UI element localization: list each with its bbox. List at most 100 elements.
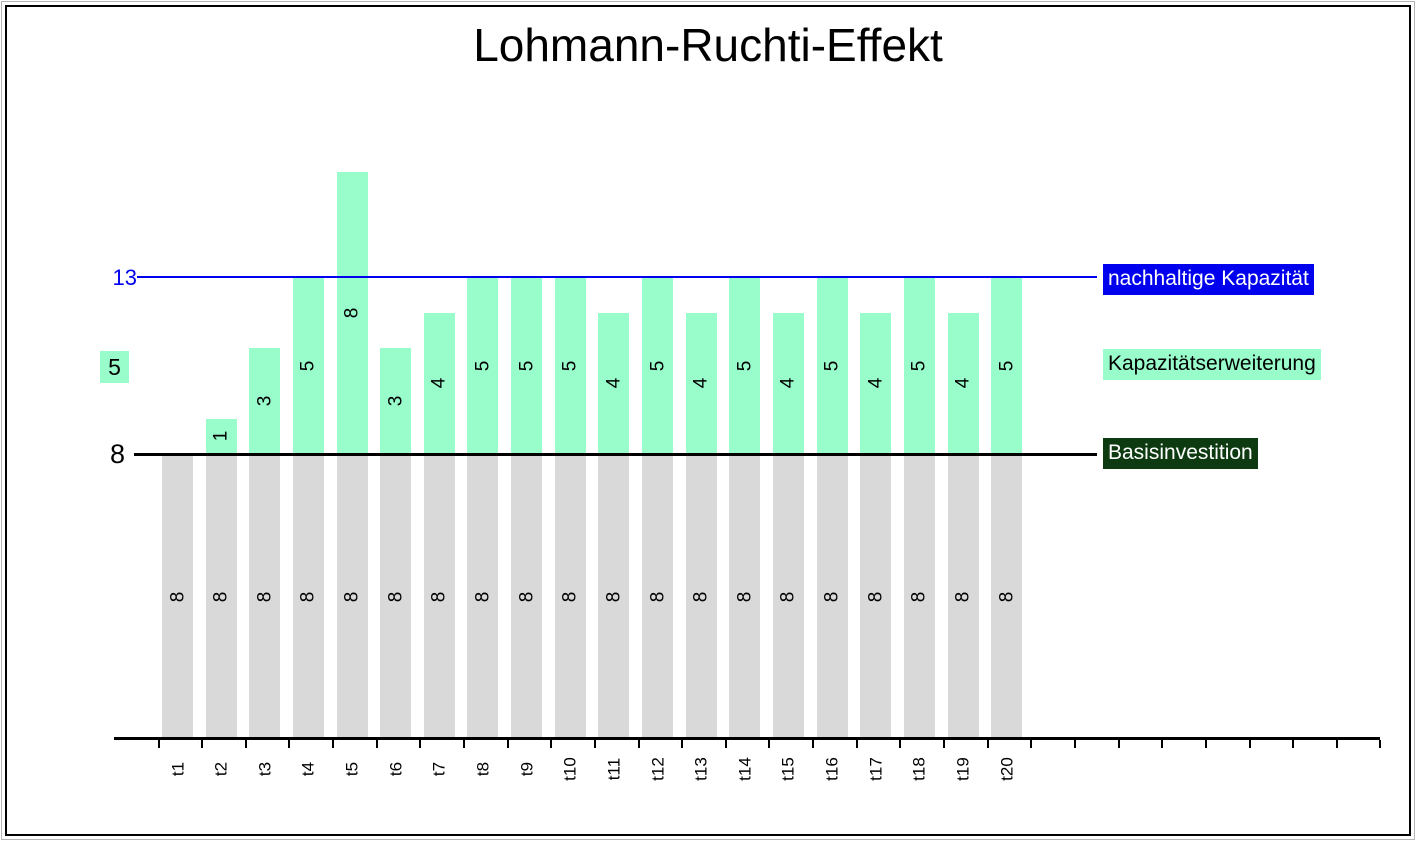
base-bar	[729, 456, 761, 737]
expansion-bar	[598, 312, 630, 454]
x-axis-label: t12	[648, 757, 668, 781]
base-bar	[292, 456, 324, 737]
x-axis-tick	[637, 740, 640, 748]
x-axis-tick	[1030, 740, 1033, 748]
base-bar-label: 8	[734, 591, 756, 602]
x-axis-tick	[1073, 740, 1076, 748]
x-axis-tick	[768, 740, 771, 748]
expansion-bar-label: 5	[821, 360, 843, 372]
x-axis-tick	[462, 740, 465, 748]
x-axis-label: t16	[822, 757, 842, 781]
expansion-bar	[423, 312, 455, 454]
expansion-bar-label: 5	[996, 360, 1018, 372]
x-axis-tick	[1379, 740, 1382, 748]
x-axis-label: t11	[604, 757, 624, 781]
base-bar	[554, 456, 586, 737]
expansion-bar	[336, 171, 368, 454]
expansion-bar	[816, 277, 848, 454]
x-axis-label: t13	[691, 757, 711, 781]
expansion-bar-label: 3	[385, 395, 407, 407]
base-bar-label: 8	[996, 591, 1018, 602]
annual-reinvestment-marker: 5	[100, 351, 129, 383]
base-bar	[249, 456, 281, 737]
base-bar	[423, 456, 455, 737]
x-axis-tick	[681, 740, 684, 748]
base-bar-label: 8	[777, 591, 799, 602]
x-axis-tick	[986, 740, 989, 748]
x-axis-tick	[244, 740, 247, 748]
base-investment-line	[134, 453, 1097, 456]
base-bar	[642, 456, 674, 737]
x-axis-tick	[724, 740, 727, 748]
base-bar-label: 8	[254, 591, 276, 602]
expansion-bar	[729, 277, 761, 454]
base-bar-label: 8	[559, 591, 581, 602]
base-bar-label: 8	[908, 591, 930, 602]
expansion-bar	[249, 348, 281, 454]
base-bar-label: 8	[341, 591, 363, 602]
expansion-bar-label: 4	[690, 378, 712, 389]
base-bar-label: 8	[952, 591, 974, 602]
expansion-bar-label: 4	[865, 378, 887, 389]
base-bar-label: 8	[647, 591, 669, 602]
x-axis-label: t18	[909, 757, 929, 781]
base-bar	[991, 456, 1023, 737]
base-bar-label: 8	[167, 591, 188, 602]
x-axis-tick	[943, 740, 946, 748]
x-axis-tick	[1292, 740, 1295, 748]
x-axis-tick	[1117, 740, 1120, 748]
expansion-bar-label: 3	[254, 395, 276, 407]
base-investment-value-label: 8	[109, 439, 125, 469]
expansion-bar	[991, 277, 1023, 454]
base-bar	[162, 456, 193, 737]
expansion-bar-label: 5	[472, 360, 494, 372]
x-axis	[114, 737, 1380, 740]
x-axis-tick	[855, 740, 858, 748]
x-axis-tick	[375, 740, 378, 748]
base-bar-label: 8	[865, 591, 887, 602]
expansion-bar-label: 5	[516, 360, 538, 372]
base-bar-label: 8	[428, 591, 450, 602]
x-axis-tick	[201, 740, 204, 748]
base-bar-label: 8	[603, 591, 625, 602]
x-axis-label: t7	[429, 761, 449, 777]
expansion-bar-label: 4	[952, 378, 974, 389]
expansion-bar-label: 5	[908, 360, 930, 372]
base-bar-label: 8	[516, 591, 538, 602]
x-axis-tick	[1161, 740, 1164, 748]
base-bar	[380, 456, 412, 737]
x-axis-label: t9	[517, 761, 537, 777]
x-axis-label: t15	[778, 757, 798, 781]
x-axis-tick	[1248, 740, 1251, 748]
expansion-bar-label: 4	[603, 378, 625, 389]
expansion-bar-label: 5	[647, 360, 669, 372]
expansion-bar-label: 5	[559, 360, 581, 372]
expansion-bar	[903, 277, 935, 454]
expansion-bar	[511, 277, 543, 454]
base-bar	[685, 456, 717, 737]
base-bar-label: 8	[297, 591, 319, 602]
x-axis-label: t1	[168, 761, 187, 777]
expansion-bar-label: 4	[428, 378, 450, 389]
sustainable-capacity-value-label: 13	[112, 265, 137, 290]
x-axis-label: t14	[735, 757, 755, 781]
base-bar	[772, 456, 804, 737]
base-bar-label: 8	[472, 591, 494, 602]
expansion-bar	[685, 312, 717, 454]
base-bar-label: 8	[385, 591, 407, 602]
x-axis-label: t3	[255, 761, 275, 777]
expansion-bar	[467, 277, 499, 454]
x-axis-tick	[593, 740, 596, 748]
legend-capacity-expansion: Kapazitätserweiterung	[1103, 349, 1321, 381]
base-bar	[336, 456, 368, 737]
x-axis-tick	[1335, 740, 1338, 748]
sustainable-capacity-line	[137, 276, 1097, 278]
expansion-bar	[860, 312, 892, 454]
x-axis-tick	[332, 740, 335, 748]
x-axis-tick	[419, 740, 422, 748]
x-axis-tick	[288, 740, 291, 748]
x-axis-label: t4	[298, 761, 318, 777]
base-bar	[816, 456, 848, 737]
